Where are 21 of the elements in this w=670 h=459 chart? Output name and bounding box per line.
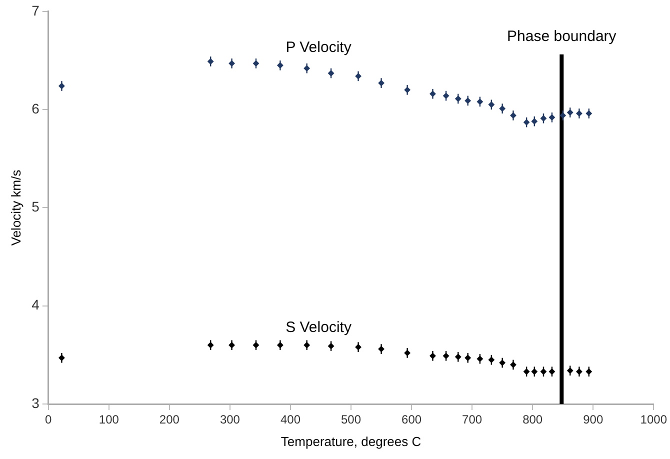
x-tick-label: 400 bbox=[280, 412, 301, 427]
x-tick-label: 100 bbox=[98, 412, 120, 427]
series-label: S Velocity bbox=[286, 318, 352, 336]
x-tick-label: 500 bbox=[341, 412, 362, 427]
x-tick-label: 200 bbox=[159, 412, 180, 427]
ref-line-label: Phase boundary bbox=[507, 28, 617, 46]
x-tick-label: 1000 bbox=[640, 412, 668, 427]
y-tick-label: 3 bbox=[32, 394, 40, 411]
x-tick-label: 0 bbox=[45, 412, 52, 427]
x-tick-label: 300 bbox=[220, 412, 240, 427]
y-tick-label: 4 bbox=[32, 296, 40, 313]
series-label: P Velocity bbox=[286, 39, 352, 56]
x-tick-label: 800 bbox=[522, 412, 543, 427]
x-tick-label: 700 bbox=[462, 412, 482, 427]
y-tick-label: 5 bbox=[32, 198, 40, 215]
y-tick-label: 7 bbox=[32, 2, 40, 18]
x-axis-title: Temperature, degrees C bbox=[280, 434, 422, 449]
x-tick-label: 900 bbox=[583, 412, 604, 427]
x-tick-label: 600 bbox=[402, 412, 422, 427]
y-tick-label: 6 bbox=[32, 100, 40, 116]
y-axis-title: Velocity km/s bbox=[8, 169, 24, 246]
